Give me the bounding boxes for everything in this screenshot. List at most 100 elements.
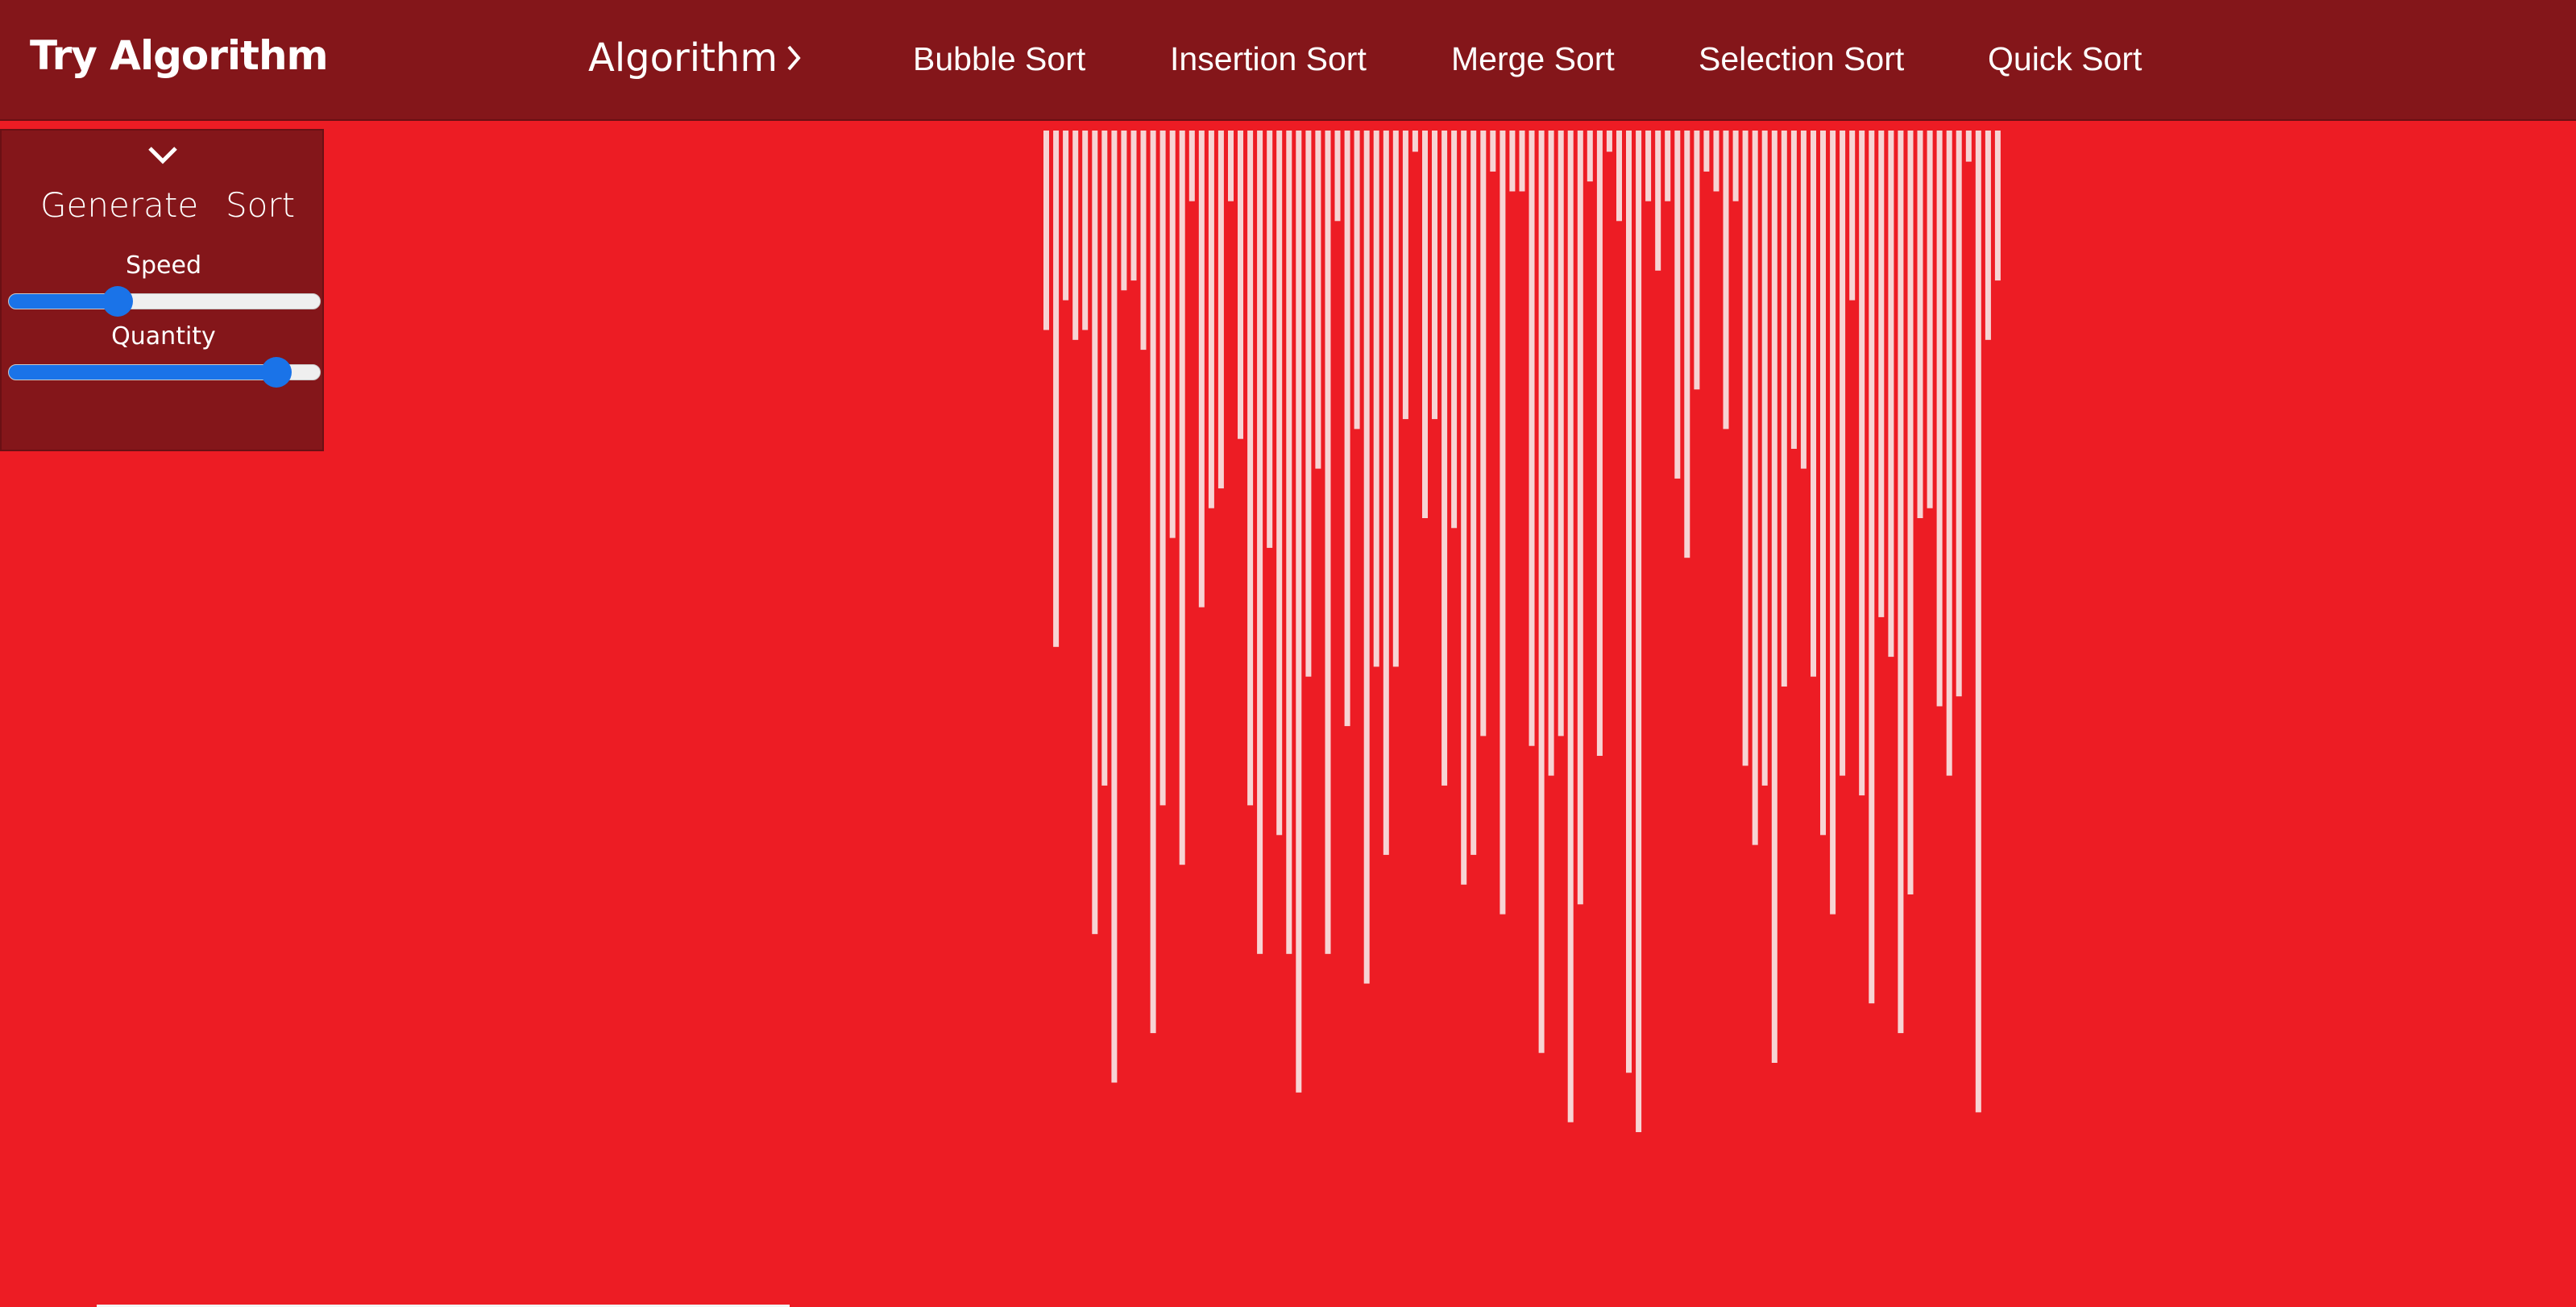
array-bar-34 — [1373, 131, 1379, 667]
array-bar-16 — [1198, 131, 1205, 608]
array-bar-85 — [1869, 131, 1875, 1004]
array-bar-38 — [1412, 131, 1418, 152]
array-bar-28 — [1315, 131, 1321, 469]
array-bar-42 — [1451, 131, 1458, 529]
array-bar-56 — [1587, 131, 1593, 182]
array-bar-64 — [1665, 131, 1671, 201]
array-bar-72 — [1742, 131, 1748, 766]
array-bar-19 — [1228, 131, 1234, 201]
array-bar-39 — [1422, 131, 1428, 518]
array-bar-74 — [1761, 131, 1768, 786]
array-bar-94 — [1956, 131, 1962, 697]
array-bar-41 — [1441, 131, 1448, 786]
array-bar-22 — [1257, 131, 1263, 954]
array-bar-12 — [1159, 131, 1166, 806]
bottom-scroll-indicator — [97, 1305, 790, 1307]
array-bar-25 — [1286, 131, 1292, 954]
speed-slider[interactable] — [8, 286, 321, 317]
array-bar-54 — [1567, 131, 1574, 1122]
array-bar-43 — [1461, 131, 1467, 885]
array-bar-4 — [1082, 131, 1089, 330]
array-bar-2 — [1063, 131, 1069, 301]
array-bar-73 — [1752, 131, 1758, 845]
chevron-down-icon[interactable] — [147, 145, 179, 164]
speed-slider-thumb[interactable] — [102, 286, 134, 317]
array-bar-18 — [1217, 131, 1224, 489]
quantity-slider-fill — [9, 365, 276, 380]
array-bar-5 — [1092, 131, 1098, 935]
array-bar-14 — [1179, 131, 1185, 865]
sort-button[interactable]: Sort — [226, 185, 296, 225]
array-bar-15 — [1188, 131, 1195, 201]
array-bar-89 — [1907, 131, 1914, 894]
array-bar-61 — [1636, 131, 1642, 1132]
speed-label: Speed — [125, 251, 202, 280]
array-bar-92 — [1936, 131, 1943, 707]
array-bar-90 — [1917, 131, 1923, 518]
array-bar-30 — [1334, 131, 1341, 222]
array-bar-48 — [1509, 131, 1516, 192]
array-bar-9 — [1130, 131, 1137, 281]
array-bar-91 — [1927, 131, 1933, 508]
quantity-slider-thumb[interactable] — [260, 357, 292, 388]
array-bar-83 — [1849, 131, 1856, 301]
array-bar-13 — [1169, 131, 1176, 538]
array-bar-78 — [1800, 131, 1807, 469]
array-bar-66 — [1684, 131, 1690, 558]
array-bar-95 — [1965, 131, 1972, 162]
array-bar-59 — [1616, 131, 1622, 222]
quantity-slider[interactable] — [8, 357, 321, 388]
array-bar-49 — [1519, 131, 1525, 192]
array-bar-11 — [1150, 131, 1156, 1034]
array-bar-80 — [1820, 131, 1826, 836]
array-bar-23 — [1267, 131, 1273, 548]
nav-insertion-sort[interactable]: Insertion Sort — [1170, 40, 1367, 77]
array-bar-45 — [1480, 131, 1487, 736]
array-bar-60 — [1626, 131, 1632, 1073]
array-bar-68 — [1703, 131, 1710, 172]
nav-merge-sort[interactable]: Merge Sort — [1451, 40, 1615, 77]
array-bar-53 — [1558, 131, 1564, 736]
array-bar-1 — [1053, 131, 1060, 647]
control-panel: Generate Sort Speed Quantity — [0, 129, 324, 451]
algorithm-menu-label: Algorithm — [588, 35, 778, 81]
array-bar-82 — [1840, 131, 1846, 776]
array-bar-8 — [1121, 131, 1127, 291]
algorithm-menu[interactable]: Algorithm — [588, 35, 802, 81]
array-bar-37 — [1402, 131, 1408, 420]
array-bar-98 — [1994, 131, 2001, 281]
array-bar-50 — [1529, 131, 1535, 746]
array-bar-44 — [1471, 131, 1477, 855]
array-bar-79 — [1811, 131, 1816, 677]
array-bar-58 — [1606, 131, 1612, 152]
array-bar-31 — [1344, 131, 1350, 727]
array-bar-69 — [1713, 131, 1719, 192]
nav-bubble-sort[interactable]: Bubble Sort — [913, 40, 1086, 77]
array-bar-3 — [1072, 131, 1079, 340]
brand-title[interactable]: Try Algorithm — [30, 32, 329, 79]
array-bar-0 — [1043, 131, 1049, 330]
array-bar-32 — [1354, 131, 1360, 429]
generate-button[interactable]: Generate — [40, 185, 199, 225]
array-bar-7 — [1111, 131, 1118, 1083]
array-bar-24 — [1276, 131, 1283, 836]
array-bar-17 — [1208, 131, 1214, 508]
chevron-right-icon — [787, 45, 801, 71]
array-bar-21 — [1247, 131, 1254, 806]
array-bar-87 — [1888, 131, 1894, 658]
array-bar-76 — [1781, 131, 1787, 687]
array-bar-97 — [1985, 131, 1991, 340]
array-bar-33 — [1363, 131, 1370, 984]
array-bar-20 — [1238, 131, 1243, 439]
array-bar-71 — [1732, 131, 1739, 201]
array-bar-86 — [1878, 131, 1885, 617]
array-bar-57 — [1596, 131, 1603, 756]
array-bar-46 — [1490, 131, 1496, 172]
array-bar-40 — [1432, 131, 1437, 420]
nav-quick-sort[interactable]: Quick Sort — [1988, 40, 2143, 77]
nav-selection-sort[interactable]: Selection Sort — [1699, 40, 1905, 77]
array-bar-62 — [1645, 131, 1652, 201]
array-bar-67 — [1694, 131, 1700, 390]
array-bar-88 — [1898, 131, 1904, 1034]
